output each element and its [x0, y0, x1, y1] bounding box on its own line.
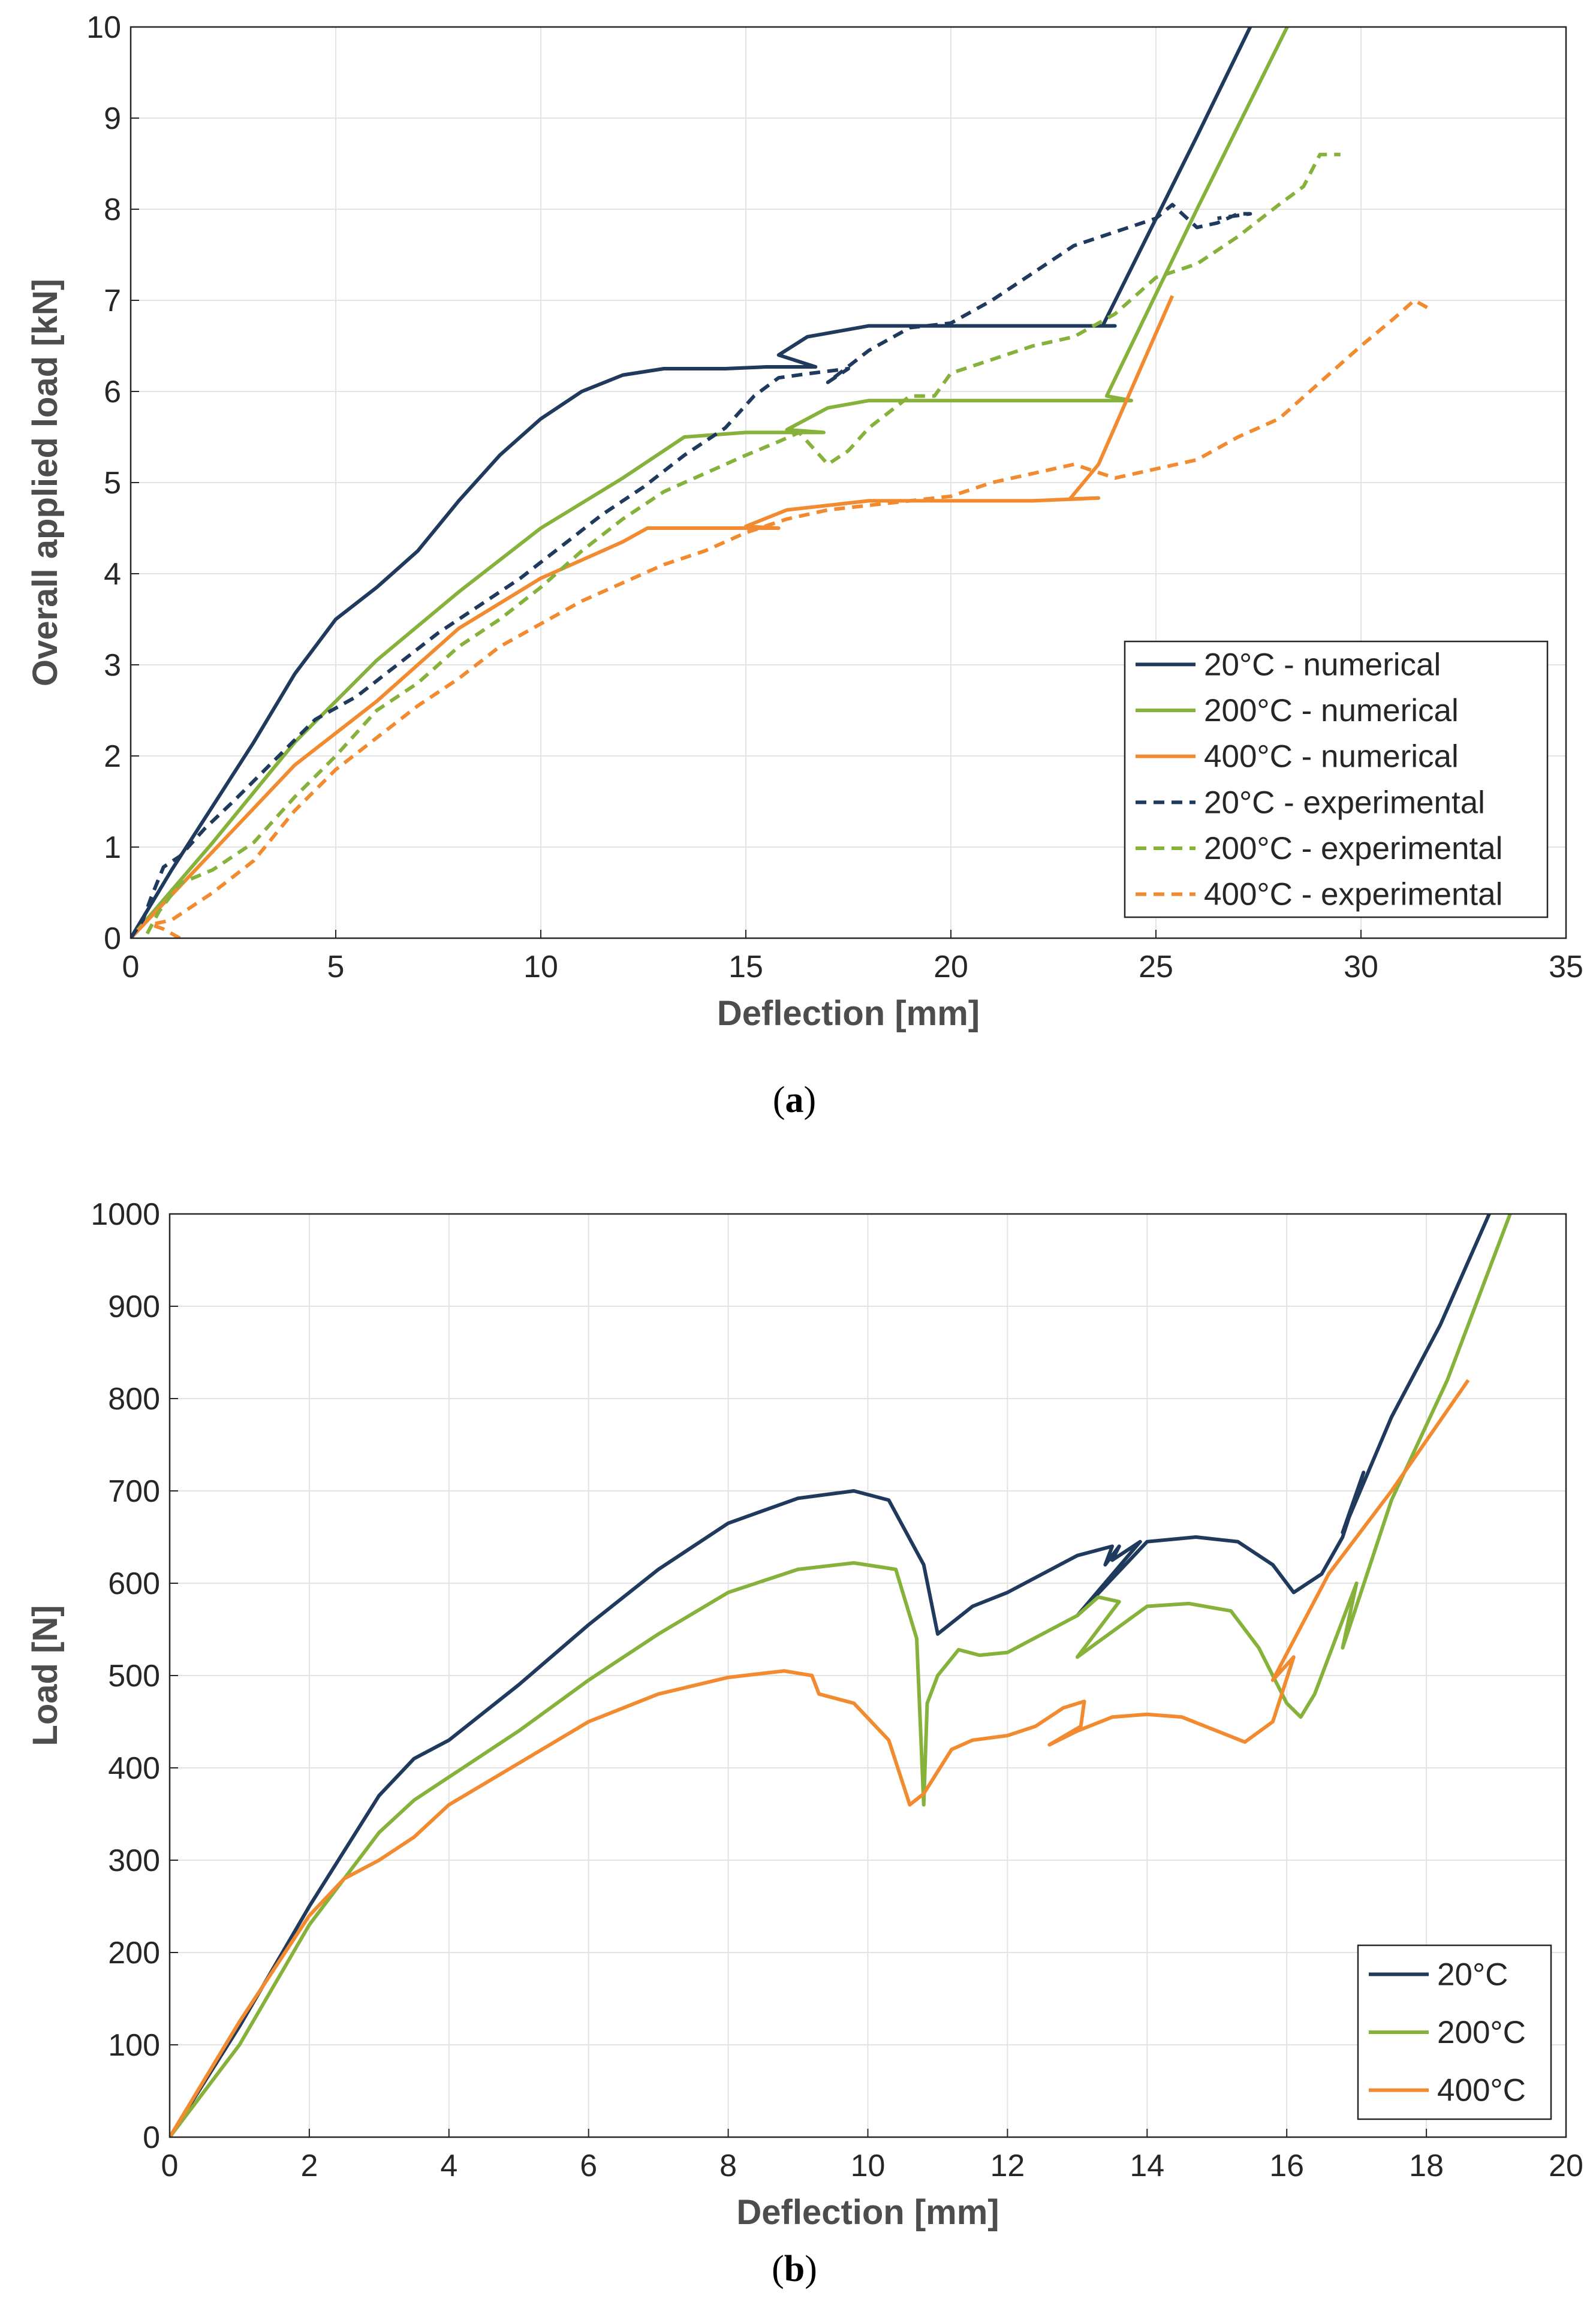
series-line-a-2	[131, 295, 1175, 938]
y-tick-label: 900	[108, 1289, 160, 1324]
series-group-b	[170, 1214, 1512, 2137]
x-tick-label: 10	[523, 950, 558, 984]
y-tick-label: 8	[104, 192, 121, 227]
y-tick-label: 600	[108, 1566, 160, 1601]
legend-label: 20°C	[1437, 1957, 1508, 1992]
y-tick-label: 300	[108, 1843, 160, 1878]
y-tick-label: 1000	[91, 1197, 160, 1232]
x-tick-label: 12	[990, 2149, 1025, 2183]
legend-label: 20°C - experimental	[1204, 785, 1485, 820]
y-tick-label: 9	[104, 101, 121, 136]
y-tick-label: 500	[108, 1659, 160, 1694]
y-tick-label: 0	[143, 2120, 160, 2155]
x-tick-label: 20	[933, 950, 968, 984]
y-tick-label: 1	[104, 830, 121, 865]
legend-b: 20°C 200°C 400°C	[1357, 1944, 1552, 2120]
x-axis-label-a: Deflection [mm]	[717, 994, 980, 1033]
legend-label: 200°C	[1437, 2015, 1526, 2050]
series-line-b-0	[170, 1214, 1491, 2137]
legend-a: 20°C - numerical 200°C - numerical 400°C -…	[1124, 640, 1549, 918]
x-tick-label: 16	[1269, 2149, 1304, 2183]
y-tick-label: 6	[104, 375, 121, 409]
x-tick-label: 5	[327, 950, 345, 984]
legend-label: 200°C - experimental	[1204, 831, 1502, 866]
legend-label: 20°C - numerical	[1204, 647, 1441, 682]
x-tick-label: 25	[1139, 950, 1173, 984]
caption-a: (a)	[773, 1080, 816, 1120]
legend-label: 200°C - numerical	[1204, 693, 1459, 728]
legend-box	[1124, 640, 1549, 918]
y-tick-label: 3	[104, 648, 121, 683]
x-tick-label: 0	[161, 2149, 179, 2183]
y-tick-label: 700	[108, 1474, 160, 1509]
x-tick-label: 35	[1549, 950, 1583, 984]
legend-label: 400°C - experimental	[1204, 877, 1502, 912]
y-tick-label: 4	[104, 557, 121, 592]
x-tick-label: 14	[1130, 2149, 1164, 2183]
x-tick-label: 2	[300, 2149, 318, 2183]
series-line-b-2	[170, 1379, 1470, 2137]
series-group-a	[131, 27, 1432, 938]
x-tick-label: 4	[440, 2149, 457, 2183]
legend-label: 400°C - numerical	[1204, 739, 1459, 775]
x-tick-label: 30	[1344, 950, 1378, 984]
y-tick-label: 0	[104, 921, 121, 956]
series-line-a-4	[145, 152, 1341, 935]
caption-b: (b)	[772, 2249, 817, 2289]
chart-a: 0 5 10 15 20 25 30 35 0 1 2 3 4 5 6 7 8 9 10 Deflection [mm…	[26, 10, 1583, 1033]
y-tick-label: 10	[86, 10, 121, 45]
x-axis-label-b: Deflection [mm]	[736, 2193, 999, 2232]
y-tick-label: 200	[108, 1936, 160, 1970]
y-tick-label: 2	[104, 739, 121, 774]
x-tick-label: 10	[851, 2149, 886, 2183]
y-tick-label: 800	[108, 1382, 160, 1417]
y-tick-label: 5	[104, 466, 121, 501]
y-axis-label-b: Load [N]	[26, 1605, 65, 1746]
x-tick-label: 20	[1549, 2149, 1583, 2183]
series-line-a-0	[131, 27, 1252, 938]
x-tick-label: 0	[122, 950, 140, 984]
x-tick-label: 6	[580, 2149, 597, 2183]
series-line-a-5	[149, 299, 1432, 938]
series-line-b-1	[170, 1214, 1512, 2137]
series-line-a-3	[131, 203, 1252, 938]
y-tick-label: 400	[108, 1751, 160, 1786]
x-tick-label: 8	[719, 2149, 737, 2183]
y-axis-label-a: Overall applied load [kN]	[26, 279, 65, 686]
axes-frame-a	[130, 26, 1567, 939]
x-tick-label: 18	[1409, 2149, 1444, 2183]
x-tick-label: 15	[728, 950, 763, 984]
axes-frame-b	[168, 1213, 1567, 2138]
y-tick-label: 7	[104, 284, 121, 318]
legend-label: 400°C	[1437, 2073, 1526, 2108]
chart-b: 0 2 4 6 8 10 12 14 16 18 2001002003004005006007008…	[26, 1197, 1583, 2232]
y-tick-label: 100	[108, 2028, 160, 2063]
